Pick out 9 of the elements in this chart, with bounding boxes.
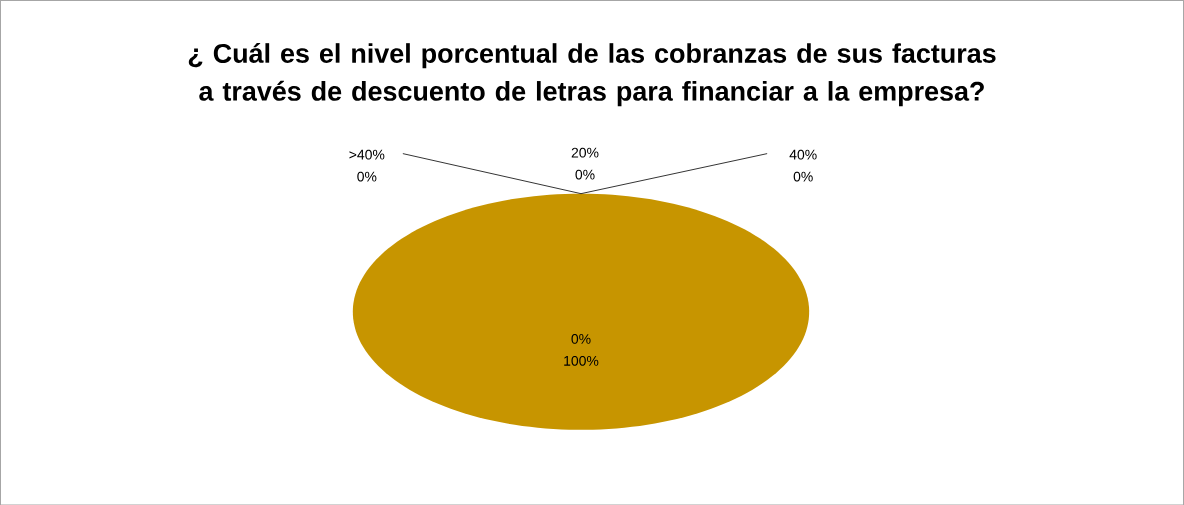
category-label: >40% [349, 149, 385, 160]
text: 0% [575, 169, 595, 180]
category-label: 20% [571, 147, 599, 158]
slice-label: 0% [571, 333, 591, 344]
category-label: 40% [789, 149, 817, 160]
text: 0% [793, 171, 813, 182]
text: 0% [357, 171, 377, 182]
data-label: 100% [564, 355, 599, 366]
chart-title: ¿ Cuál es el nivel porcentual de las cobranzas de sus facturas a través de descuento de letras para financiar a la empresa? [188, 42, 996, 106]
